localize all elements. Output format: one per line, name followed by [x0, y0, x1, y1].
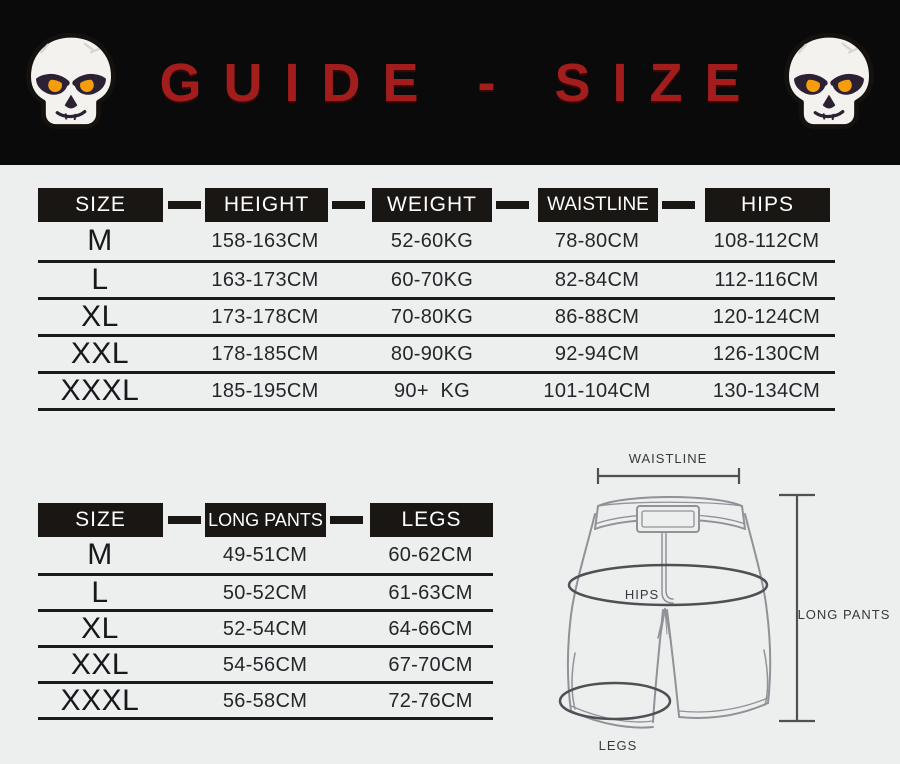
cell-hips: 112-116CM: [714, 268, 819, 291]
pants-table: SIZE LONG PANTS LEGS M 49-51CM 60-62CM L…: [38, 503, 493, 720]
cell-size: XXL: [70, 648, 130, 681]
cell-waistline: 92-94CM: [554, 342, 640, 365]
size-table-header: SIZE HEIGHT WEIGHT WAISTLINE HIPS: [38, 188, 835, 222]
skull-icon: [26, 32, 116, 129]
cell-long-pants: 54-56CM: [222, 653, 308, 676]
hips-label: HIPS: [625, 587, 659, 602]
header-connector: [168, 516, 201, 524]
cell-height: 158-163CM: [211, 229, 319, 252]
cell-legs: 67-70CM: [388, 653, 473, 676]
col-header-height: HEIGHT: [205, 188, 328, 222]
cell-hips: 126-130CM: [712, 342, 821, 365]
col-header-hips: HIPS: [705, 188, 830, 222]
cell-waistline: 78-80CM: [554, 229, 640, 252]
cell-size: L: [91, 576, 109, 609]
cell-height: 178-185CM: [211, 342, 319, 365]
legs-measure-ellipse: [558, 681, 672, 721]
waistline-measure-line: [596, 468, 741, 484]
cell-weight: 80-90KG: [390, 342, 474, 365]
cell-hips: 120-124CM: [712, 305, 821, 328]
page-title: GUIDE - SIZE: [159, 52, 763, 113]
col-header-long-pants: LONG PANTS: [205, 503, 326, 537]
cell-waistline: 101-104CM: [543, 379, 651, 402]
cell-size: XXXL: [60, 374, 140, 407]
table-row: XL 173-178CM 70-80KG 86-88CM 120-124CM: [38, 300, 835, 337]
col-header-weight: WEIGHT: [372, 188, 492, 222]
cell-long-pants: 50-52CM: [222, 581, 308, 604]
table-row: L 50-52CM 61-63CM: [38, 576, 493, 612]
header-connector: [330, 516, 363, 524]
pants-table-header: SIZE LONG PANTS LEGS: [38, 503, 493, 537]
cell-height: 163-173CM: [211, 268, 319, 291]
cell-size: XXXL: [60, 684, 140, 717]
waistline-label: WAISTLINE: [629, 451, 708, 466]
cell-waistline: 82-84CM: [554, 268, 640, 291]
cell-waistline: 86-88CM: [554, 305, 640, 328]
shorts-diagram: WAISTLINE HIPS LONG PANTS LEGS: [558, 451, 891, 753]
cell-legs: 64-66CM: [388, 617, 473, 640]
table-row: XL 52-54CM 64-66CM: [38, 612, 493, 648]
cell-size: M: [87, 538, 113, 571]
col-header-legs: LEGS: [370, 503, 493, 537]
skull-icon: [784, 32, 874, 129]
size-table: SIZE HEIGHT WEIGHT WAISTLINE HIPS M 158-…: [38, 188, 835, 411]
cell-legs: 60-62CM: [388, 543, 473, 566]
cell-long-pants: 52-54CM: [222, 617, 308, 640]
cell-height: 185-195CM: [211, 379, 319, 402]
col-header-size: SIZE: [38, 503, 163, 537]
table-row: M 158-163CM 52-60KG 78-80CM 108-112CM: [38, 222, 835, 263]
table-row: L 163-173CM 60-70KG 82-84CM 112-116CM: [38, 263, 835, 300]
cell-long-pants: 56-58CM: [222, 689, 308, 712]
hips-measure-ellipse: [567, 563, 769, 607]
cell-weight: 60-70KG: [390, 268, 474, 291]
cell-height: 173-178CM: [211, 305, 319, 328]
cell-legs: 72-76CM: [388, 689, 473, 712]
cell-weight: 90+ KG: [393, 379, 471, 402]
header-connector: [168, 201, 201, 209]
cell-size: XL: [81, 300, 119, 333]
legs-label: LEGS: [599, 738, 638, 753]
table-row: XXL 54-56CM 67-70CM: [38, 648, 493, 684]
size-guide-banner: GUIDE - SIZE: [0, 0, 900, 165]
header-connector: [332, 201, 365, 209]
table-row: M 49-51CM 60-62CM: [38, 537, 493, 576]
cell-size: M: [87, 224, 113, 257]
cell-hips: 130-134CM: [712, 379, 821, 402]
cell-size: XXL: [70, 337, 130, 370]
col-header-size: SIZE: [38, 188, 163, 222]
cell-size: XL: [81, 612, 119, 645]
cell-legs: 61-63CM: [388, 581, 473, 604]
header-connector: [662, 201, 695, 209]
cell-long-pants: 49-51CM: [222, 543, 308, 566]
cell-weight: 70-80KG: [390, 305, 474, 328]
cell-size: L: [91, 263, 109, 296]
table-row: XXXL 56-58CM 72-76CM: [38, 684, 493, 720]
header-connector: [496, 201, 529, 209]
cell-weight: 52-60KG: [390, 229, 474, 252]
long-pants-measure-line: [779, 493, 815, 723]
shorts-outline: [567, 496, 772, 729]
long-pants-label: LONG PANTS: [798, 607, 891, 622]
cell-hips: 108-112CM: [713, 229, 820, 252]
table-row: XXXL 185-195CM 90+ KG 101-104CM 130-134C…: [38, 374, 835, 411]
table-row: XXL 178-185CM 80-90KG 92-94CM 126-130CM: [38, 337, 835, 374]
col-header-waistline: WAISTLINE: [538, 188, 658, 222]
